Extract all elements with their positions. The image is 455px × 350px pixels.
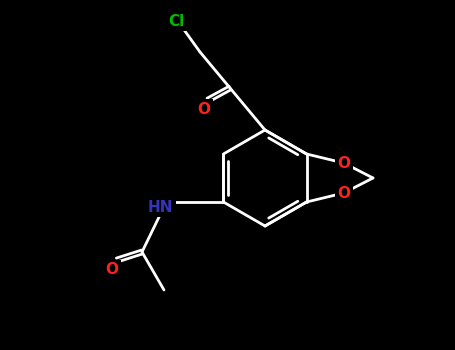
- Text: O: O: [197, 102, 211, 117]
- Text: O: O: [337, 186, 350, 201]
- Text: Cl: Cl: [168, 14, 184, 28]
- Text: HN: HN: [147, 199, 173, 215]
- Text: O: O: [106, 262, 118, 278]
- Text: O: O: [337, 155, 350, 170]
